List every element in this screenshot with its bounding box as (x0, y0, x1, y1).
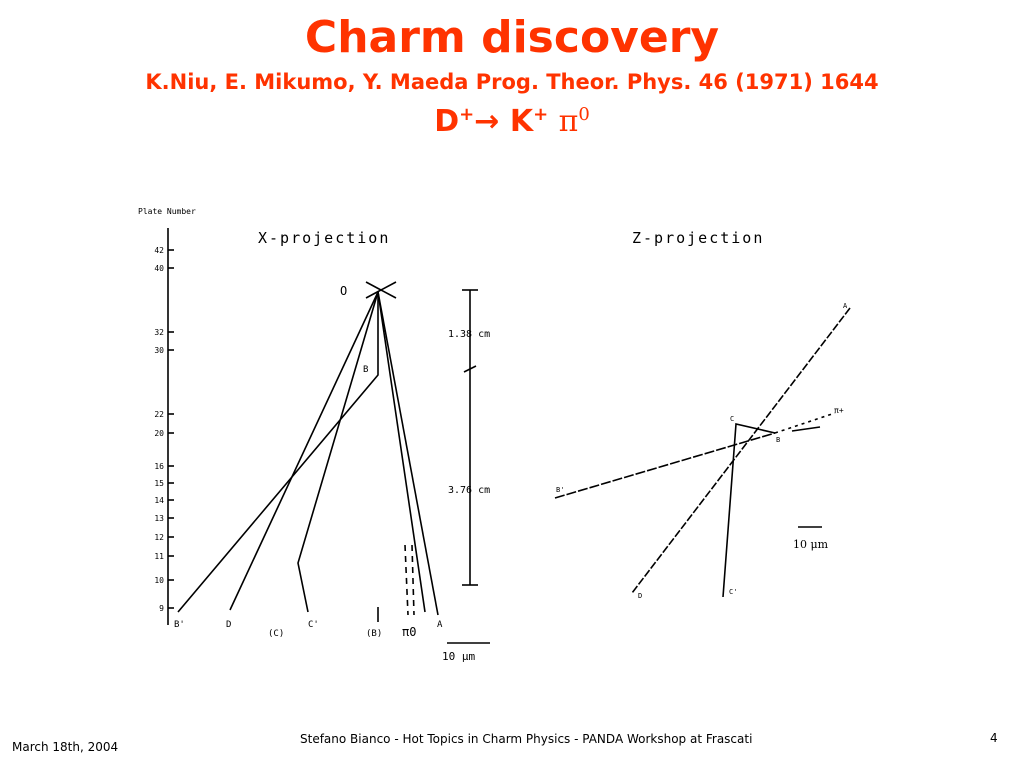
track (177, 292, 379, 613)
label: (C) (268, 629, 284, 639)
label: B' (174, 620, 185, 630)
plate-number: 16 (154, 462, 164, 471)
reaction: D+→ K+ π0 (0, 104, 1024, 139)
figure: Plate Number 42 40 32 30 22 20 16 15 14 13 12 11 10 9… (138, 207, 851, 663)
page-number: 4 (990, 731, 998, 745)
title: Charm discovery (304, 12, 720, 63)
label: A (843, 302, 848, 310)
track (554, 432, 776, 499)
dashed-track (404, 544, 409, 616)
label: A (437, 620, 443, 630)
plate-number: 30 (154, 346, 164, 355)
subtitle: K.Niu, E. Mikumo, Y. Maeda Prog. Theor. … (145, 70, 879, 94)
panel-title: X-projection (258, 229, 390, 247)
label: π+ (834, 406, 844, 415)
plate-labels: 42 40 32 30 22 20 16 15 14 13 12 11 10 9 (154, 246, 174, 613)
vertex-mark (365, 281, 397, 299)
charge: 0 (578, 104, 590, 125)
particle: π (558, 104, 579, 139)
label: C' (729, 588, 737, 596)
track (722, 423, 776, 598)
plate-number: 32 (154, 328, 164, 337)
plate-number: 15 (154, 479, 164, 488)
plate-number: 13 (154, 514, 164, 523)
scale-label: 3.76 cm (448, 485, 490, 496)
plate-number: 40 (154, 264, 164, 273)
label: C (730, 415, 734, 423)
label: D (638, 592, 642, 600)
track (297, 291, 379, 613)
charge: + (533, 104, 549, 125)
plate-number: 10 (154, 576, 164, 585)
label: B' (556, 486, 564, 494)
track (377, 291, 426, 613)
track (229, 291, 379, 611)
footer-date: March 18th, 2004 (12, 740, 119, 754)
label: π0 (402, 625, 416, 639)
axis-title: Plate Number (138, 207, 196, 216)
plate-number: 20 (154, 429, 164, 438)
plate-number: 22 (154, 410, 164, 419)
track (774, 412, 836, 434)
label: D (226, 620, 231, 630)
charge: + (459, 104, 475, 125)
label: O (340, 284, 347, 298)
scale-label: 10 μm (793, 538, 829, 551)
track (791, 426, 821, 432)
track (377, 291, 439, 616)
scale-label: 1.38 cm (448, 329, 490, 340)
plate-number: 12 (154, 533, 164, 542)
panel-title: Z-projection (632, 229, 764, 247)
arrow: → (474, 104, 500, 139)
footer-text: Stefano Bianco - Hot Topics in Charm Phy… (300, 732, 753, 746)
label: B (776, 436, 780, 444)
plate-number: 42 (154, 246, 164, 255)
label: C' (308, 620, 319, 630)
scale-label: 10 μm (442, 650, 475, 663)
plate-number: 9 (159, 604, 164, 613)
label: B (363, 365, 368, 375)
plate-number: 14 (154, 496, 164, 505)
particle: K (509, 104, 534, 139)
label: (B) (366, 629, 382, 639)
scale (463, 365, 477, 373)
particle: D (434, 104, 460, 139)
dashed-track (411, 544, 415, 616)
plate-number: 11 (154, 552, 164, 561)
